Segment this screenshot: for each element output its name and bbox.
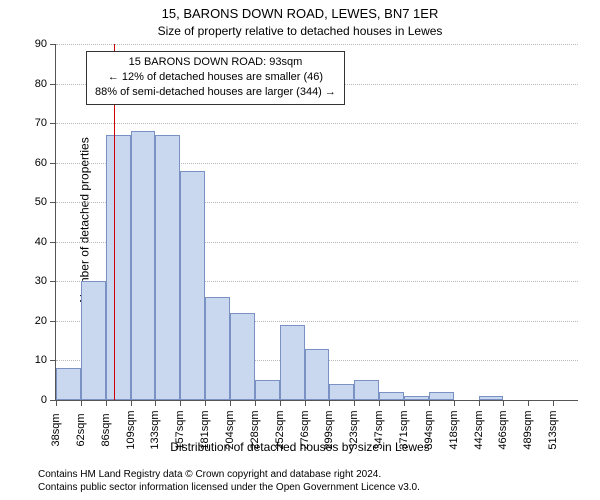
histogram-bar <box>280 325 305 400</box>
histogram-bar <box>155 135 180 400</box>
gridline <box>56 44 578 45</box>
gridline <box>56 123 578 124</box>
histogram-bar <box>131 131 156 400</box>
x-tick <box>205 400 206 406</box>
x-tick <box>404 400 405 406</box>
x-tick <box>255 400 256 406</box>
x-tick <box>180 400 181 406</box>
y-tick-label: 60 <box>35 157 56 169</box>
chart-title-sub: Size of property relative to detached ho… <box>0 24 600 38</box>
x-tick <box>379 400 380 406</box>
plot-area: 010203040506070809038sqm62sqm86sqm109sqm… <box>55 44 578 401</box>
histogram-bar <box>205 297 230 400</box>
x-axis-label: Distribution of detached houses by size … <box>0 440 600 454</box>
x-tick <box>354 400 355 406</box>
figure-container: { "title_main": "15, BARONS DOWN ROAD, L… <box>0 0 600 500</box>
y-tick-label: 50 <box>35 196 56 208</box>
x-tick <box>454 400 455 406</box>
x-tick <box>553 400 554 406</box>
annotation-line-3: 88% of semi-detached houses are larger (… <box>95 85 336 100</box>
x-tick <box>305 400 306 406</box>
y-tick-label: 80 <box>35 78 56 90</box>
histogram-bar <box>255 380 280 400</box>
x-tick <box>155 400 156 406</box>
y-tick-label: 0 <box>41 394 56 406</box>
attribution-line-2: Contains public sector information licen… <box>38 481 420 494</box>
x-tick <box>280 400 281 406</box>
histogram-bar <box>81 281 106 400</box>
x-tick <box>230 400 231 406</box>
x-tick <box>528 400 529 406</box>
annotation-line-1: 15 BARONS DOWN ROAD: 93sqm <box>95 55 336 70</box>
y-tick-label: 70 <box>35 117 56 129</box>
x-tick <box>503 400 504 406</box>
histogram-bar <box>379 392 404 400</box>
histogram-bar <box>106 135 131 400</box>
histogram-bar <box>230 313 255 400</box>
annotation-box: 15 BARONS DOWN ROAD: 93sqm ← 12% of deta… <box>86 51 345 105</box>
attribution-line-1: Contains HM Land Registry data © Crown c… <box>38 468 420 481</box>
x-tick <box>81 400 82 406</box>
x-tick <box>131 400 132 406</box>
y-tick-label: 90 <box>35 38 56 50</box>
histogram-bar <box>479 396 504 400</box>
x-tick <box>429 400 430 406</box>
annotation-line-2: ← 12% of detached houses are smaller (46… <box>95 70 336 85</box>
attribution-text: Contains HM Land Registry data © Crown c… <box>38 468 420 494</box>
y-tick-label: 40 <box>35 236 56 248</box>
histogram-bar <box>404 396 429 400</box>
histogram-bar <box>329 384 354 400</box>
y-tick-label: 30 <box>35 275 56 287</box>
x-tick <box>106 400 107 406</box>
histogram-bar <box>305 349 330 400</box>
histogram-bar <box>56 368 81 400</box>
chart-title-main: 15, BARONS DOWN ROAD, LEWES, BN7 1ER <box>0 6 600 21</box>
y-tick-label: 10 <box>35 354 56 366</box>
x-tick <box>56 400 57 406</box>
x-tick <box>329 400 330 406</box>
histogram-bar <box>354 380 379 400</box>
histogram-bar <box>429 392 454 400</box>
x-tick <box>479 400 480 406</box>
y-tick-label: 20 <box>35 315 56 327</box>
histogram-bar <box>180 171 205 400</box>
